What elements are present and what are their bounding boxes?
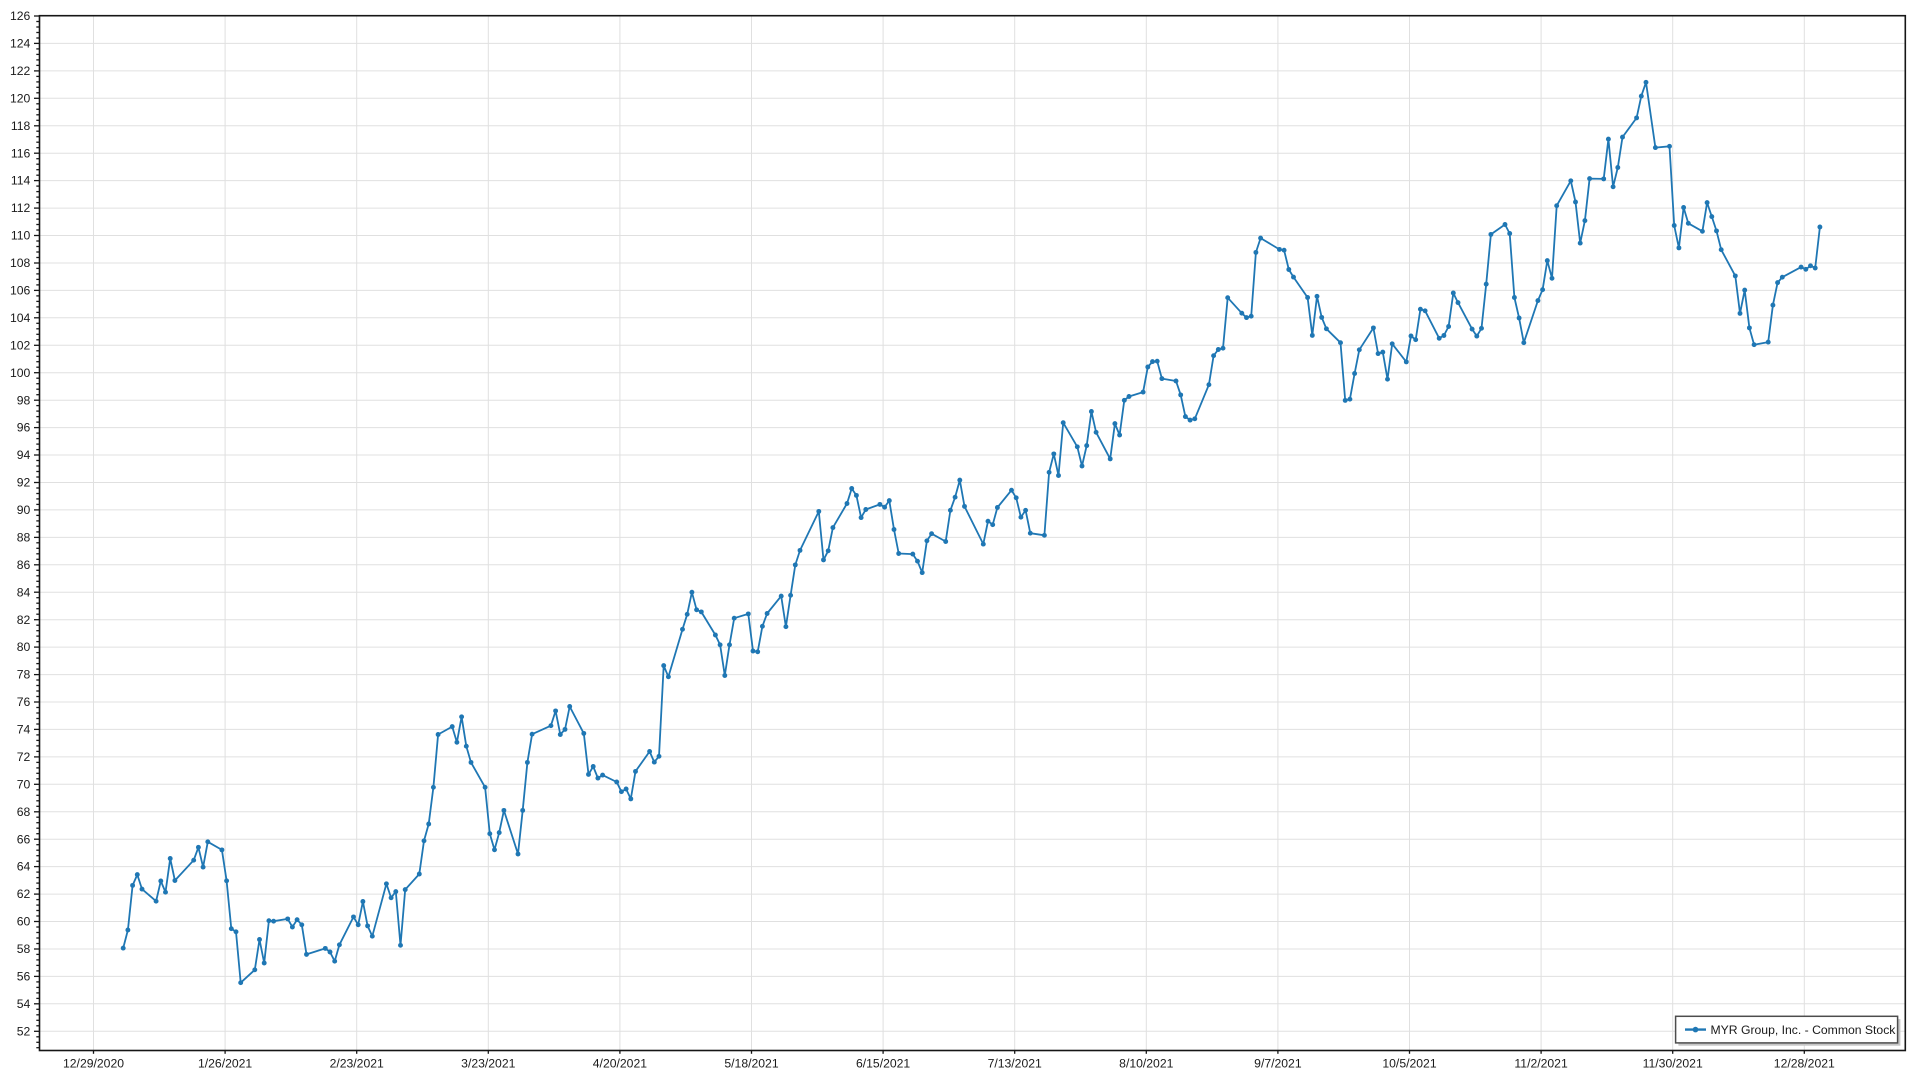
svg-text:74: 74 [17, 723, 31, 737]
svg-text:62: 62 [17, 887, 31, 901]
svg-text:3/23/2021: 3/23/2021 [461, 1057, 515, 1071]
svg-text:112: 112 [11, 201, 31, 215]
svg-text:92: 92 [17, 476, 31, 490]
svg-text:11/2/2021: 11/2/2021 [1514, 1057, 1568, 1071]
svg-text:124: 124 [10, 37, 31, 51]
svg-text:102: 102 [10, 338, 31, 352]
svg-text:12/28/2021: 12/28/2021 [1774, 1057, 1835, 1071]
svg-text:90: 90 [17, 503, 31, 517]
svg-text:86: 86 [17, 558, 31, 572]
svg-text:7/13/2021: 7/13/2021 [988, 1057, 1042, 1071]
svg-text:60: 60 [17, 915, 31, 929]
svg-text:10/5/2021: 10/5/2021 [1382, 1057, 1436, 1071]
svg-text:78: 78 [17, 668, 31, 682]
svg-text:54: 54 [17, 997, 31, 1011]
svg-text:5/18/2021: 5/18/2021 [724, 1057, 778, 1071]
svg-text:58: 58 [17, 942, 31, 956]
svg-text:72: 72 [17, 750, 31, 764]
svg-text:114: 114 [11, 174, 31, 188]
svg-text:120: 120 [10, 91, 31, 105]
svg-text:84: 84 [17, 585, 31, 599]
svg-text:6/15/2021: 6/15/2021 [856, 1057, 910, 1071]
svg-text:4/20/2021: 4/20/2021 [593, 1057, 647, 1071]
svg-text:98: 98 [17, 393, 31, 407]
svg-text:88: 88 [17, 531, 31, 545]
svg-text:2/23/2021: 2/23/2021 [330, 1057, 384, 1071]
svg-text:82: 82 [17, 613, 31, 627]
svg-text:64: 64 [17, 860, 31, 874]
svg-text:56: 56 [17, 970, 31, 984]
svg-text:76: 76 [17, 695, 31, 709]
svg-text:110: 110 [11, 229, 31, 243]
svg-text:11/30/2021: 11/30/2021 [1643, 1057, 1703, 1071]
svg-text:80: 80 [17, 640, 31, 654]
svg-text:96: 96 [17, 421, 31, 435]
svg-text:9/7/2021: 9/7/2021 [1254, 1057, 1302, 1071]
svg-text:126: 126 [10, 9, 31, 23]
svg-text:8/10/2021: 8/10/2021 [1119, 1057, 1173, 1071]
svg-text:116: 116 [11, 146, 31, 160]
svg-text:106: 106 [10, 284, 31, 298]
svg-text:68: 68 [17, 805, 31, 819]
svg-text:70: 70 [17, 777, 31, 791]
svg-text:100: 100 [10, 366, 31, 380]
svg-text:MYR Group, Inc. - Common Stock: MYR Group, Inc. - Common Stock [1711, 1023, 1897, 1037]
svg-text:104: 104 [10, 311, 31, 325]
svg-text:66: 66 [17, 832, 31, 846]
svg-text:122: 122 [10, 64, 31, 78]
svg-text:1/26/2021: 1/26/2021 [198, 1057, 252, 1071]
svg-text:108: 108 [10, 256, 31, 270]
svg-text:94: 94 [17, 448, 31, 462]
svg-text:52: 52 [17, 1024, 31, 1038]
svg-text:118: 118 [11, 119, 31, 133]
svg-text:12/29/2020: 12/29/2020 [63, 1057, 124, 1071]
